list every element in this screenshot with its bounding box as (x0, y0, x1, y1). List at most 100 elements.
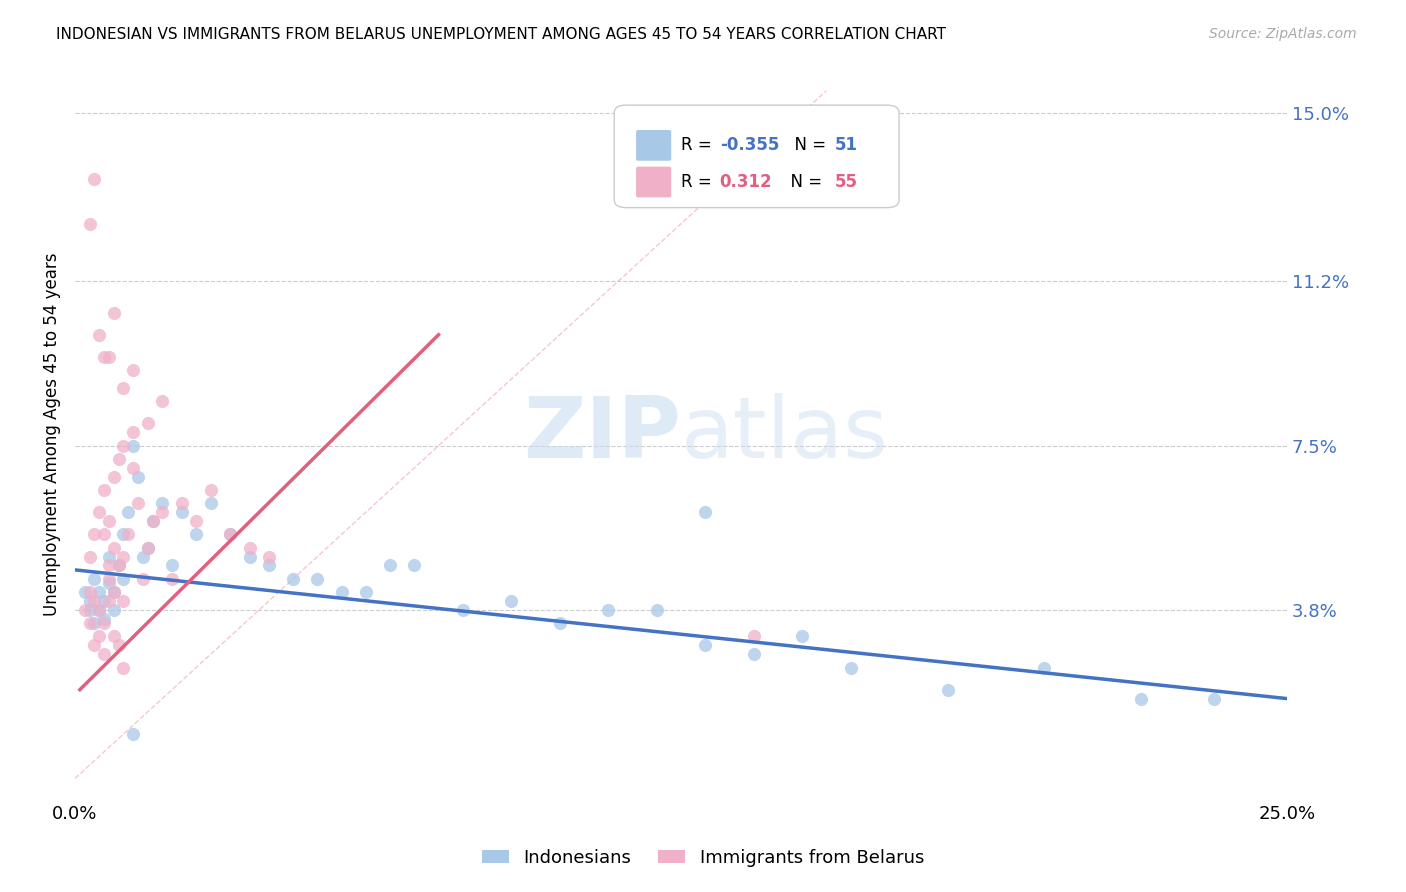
Point (142, 514, 165, 528)
Point (170, 496, 193, 510)
Point (93, 350, 115, 364)
Point (79, 616, 101, 631)
Point (150, 505, 173, 519)
Text: INDONESIAN VS IMMIGRANTS FROM BELARUS UNEMPLOYMENT AMONG AGES 45 TO 54 YEARS COR: INDONESIAN VS IMMIGRANTS FROM BELARUS UN… (56, 27, 946, 42)
Point (97, 350, 120, 364)
Point (354, 585, 377, 599)
Point (501, 594, 523, 608)
Point (103, 305, 125, 319)
Text: 51: 51 (835, 136, 858, 154)
Point (112, 549, 135, 564)
Point (219, 527, 242, 541)
Text: atlas: atlas (681, 393, 889, 476)
Point (142, 514, 165, 528)
Point (695, 638, 717, 652)
Point (136, 541, 159, 555)
Point (742, 630, 765, 644)
Text: R =: R = (681, 136, 717, 154)
Point (136, 541, 159, 555)
Point (404, 558, 426, 573)
Point (117, 527, 139, 541)
Point (89, 505, 111, 519)
Point (89, 327, 111, 342)
Point (107, 452, 129, 467)
Point (107, 558, 129, 573)
Point (112, 572, 135, 586)
Legend: Indonesians, Immigrants from Belarus: Indonesians, Immigrants from Belarus (475, 842, 931, 874)
Point (1033, 660, 1056, 674)
Point (103, 585, 125, 599)
Point (1130, 691, 1153, 706)
Point (97, 558, 120, 573)
Point (186, 514, 208, 528)
Point (112, 381, 135, 395)
Point (107, 558, 129, 573)
Point (136, 417, 159, 431)
Point (112, 594, 135, 608)
Point (645, 603, 668, 617)
Text: ZIP: ZIP (523, 393, 681, 476)
Point (122, 439, 145, 453)
Point (79, 594, 101, 608)
Point (127, 469, 149, 483)
Point (93, 616, 115, 631)
Point (330, 585, 353, 599)
Point (378, 558, 401, 573)
FancyBboxPatch shape (614, 105, 898, 208)
Point (257, 558, 280, 573)
Point (89, 603, 111, 617)
Point (122, 425, 145, 440)
Point (122, 460, 145, 475)
Point (132, 549, 155, 564)
Point (83, 638, 105, 652)
Point (839, 660, 862, 674)
Point (200, 496, 222, 510)
Text: N =: N = (785, 136, 831, 154)
Point (451, 603, 474, 617)
Point (103, 469, 125, 483)
Point (127, 496, 149, 510)
Text: R =: R = (681, 173, 717, 191)
Point (83, 572, 105, 586)
Point (219, 527, 242, 541)
Point (238, 541, 260, 555)
Point (79, 217, 101, 231)
Point (97, 594, 120, 608)
Text: 0.312: 0.312 (720, 173, 772, 191)
FancyBboxPatch shape (636, 167, 671, 197)
Point (790, 630, 813, 644)
Point (103, 630, 125, 644)
Point (93, 612, 115, 626)
Point (186, 527, 208, 541)
Point (742, 647, 765, 661)
Point (79, 585, 101, 599)
Point (83, 527, 105, 541)
Point (112, 660, 135, 674)
Point (307, 572, 329, 586)
Point (257, 549, 280, 564)
Point (79, 603, 101, 617)
Point (97, 514, 120, 528)
Point (695, 505, 717, 519)
Point (97, 576, 120, 591)
Point (93, 647, 115, 661)
Text: N =: N = (780, 173, 828, 191)
Point (97, 549, 120, 564)
Y-axis label: Unemployment Among Ages 45 to 54 years: Unemployment Among Ages 45 to 54 years (44, 252, 60, 616)
Text: 55: 55 (835, 173, 858, 191)
Point (73, 585, 96, 599)
Point (112, 439, 135, 453)
Point (93, 594, 115, 608)
Point (89, 603, 111, 617)
Point (936, 682, 959, 697)
Text: Source: ZipAtlas.com: Source: ZipAtlas.com (1209, 27, 1357, 41)
Point (83, 172, 105, 186)
Point (548, 616, 571, 631)
Point (83, 594, 105, 608)
Point (598, 603, 620, 617)
Text: -0.355: -0.355 (720, 136, 779, 154)
Point (200, 483, 222, 497)
Point (103, 585, 125, 599)
Point (112, 527, 135, 541)
Point (73, 603, 96, 617)
